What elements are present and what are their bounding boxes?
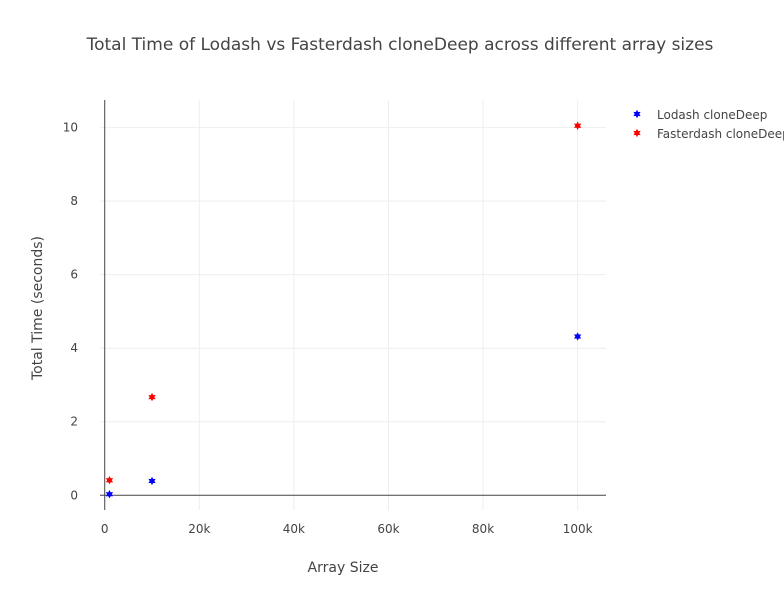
x-tick-label: 40k <box>283 522 305 536</box>
chart-title: Total Time of Lodash vs Fasterdash clone… <box>86 35 714 55</box>
legend: Lodash cloneDeep Fasterdash cloneDeep <box>633 108 784 141</box>
legend-marker-lodash <box>633 109 641 119</box>
tick-labels: 0 20k 40k 60k 80k 100k 0 2 4 6 8 10 <box>63 121 593 536</box>
y-tick-label: 6 <box>70 268 78 282</box>
y-tick-label: 2 <box>70 415 78 429</box>
x-tick-label: 0 <box>101 522 109 536</box>
fasterdash-point <box>148 392 156 402</box>
fasterdash-point <box>105 476 114 485</box>
x-tick-label: 20k <box>188 522 210 536</box>
lodash-point <box>573 332 582 341</box>
y-tick-label: 4 <box>70 341 78 355</box>
y-tick-label: 8 <box>70 194 78 208</box>
axes <box>100 100 606 510</box>
y-tick-label: 10 <box>63 121 78 135</box>
legend-item-fasterdash[interactable]: Fasterdash cloneDeep <box>633 127 784 141</box>
legend-item-lodash[interactable]: Lodash cloneDeep <box>633 108 767 122</box>
x-axis-title: Array Size <box>308 560 379 576</box>
legend-label-lodash: Lodash cloneDeep <box>657 108 767 122</box>
lodash-point <box>148 476 156 486</box>
grid <box>100 100 606 510</box>
x-tick-label: 100k <box>563 522 593 536</box>
legend-label-fasterdash: Fasterdash cloneDeep <box>657 127 784 141</box>
x-tick-label: 80k <box>472 522 494 536</box>
legend-marker-fasterdash <box>633 128 641 138</box>
y-axis-title: Total Time (seconds) <box>30 236 46 381</box>
x-tick-label: 60k <box>377 522 399 536</box>
data-points <box>105 121 582 499</box>
fasterdash-point <box>573 121 582 130</box>
y-tick-label: 0 <box>70 488 78 502</box>
lodash-point <box>105 489 114 499</box>
